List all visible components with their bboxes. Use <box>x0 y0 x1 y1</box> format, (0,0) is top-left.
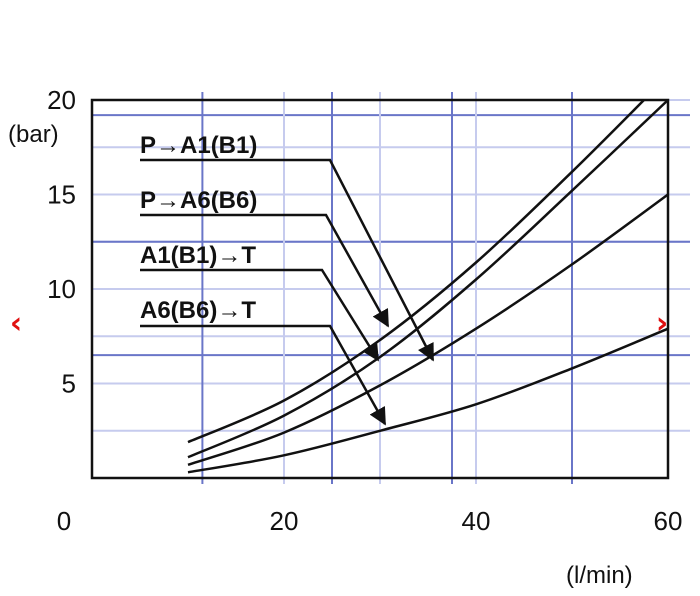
leader-arrow-3 <box>140 268 380 362</box>
y-axis-unit-label: (bar) <box>8 121 59 148</box>
curve-label-1: P→A1(B1) <box>140 132 257 159</box>
y-tick-label: 15 <box>47 180 76 210</box>
curve-series-1 <box>187 99 645 444</box>
curve-label-2: P→A6(B6) <box>140 187 257 214</box>
curve-series-2 <box>187 99 669 459</box>
curve-labels: P→A1(B1) P→A6(B6) A1(B1)→T A6(B6)→T <box>140 132 257 324</box>
leader-arrow-4 <box>140 324 387 426</box>
x-tick-label: 20 <box>270 506 299 536</box>
x-tick-label: 0 <box>57 506 71 536</box>
curve-label-leaders <box>140 158 435 426</box>
axes <box>90 98 670 480</box>
grid <box>92 92 690 484</box>
x-tick-label: 40 <box>462 506 491 536</box>
plot-frame <box>90 98 670 480</box>
curve-label-4: A6(B6)→T <box>140 297 256 324</box>
leader-arrow-2 <box>140 213 390 328</box>
leader-arrow-1 <box>140 158 435 362</box>
y-tick-label: 10 <box>47 274 76 304</box>
curves <box>187 99 669 474</box>
tick-labels: 0 20 40 60 5 10 15 20 <box>47 85 682 536</box>
x-tick-label: 60 <box>654 506 683 536</box>
curve-series-3 <box>187 193 669 466</box>
y-tick-label: 5 <box>62 369 76 399</box>
curve-label-3: A1(B1)→T <box>140 242 256 269</box>
chevron-left-icon[interactable]: ‹ <box>9 306 23 341</box>
x-axis-unit-label: (l/min) <box>566 562 633 589</box>
y-tick-label: 20 <box>47 85 76 115</box>
chevron-right-icon[interactable]: › <box>655 306 669 341</box>
curve-series-4 <box>187 327 669 474</box>
